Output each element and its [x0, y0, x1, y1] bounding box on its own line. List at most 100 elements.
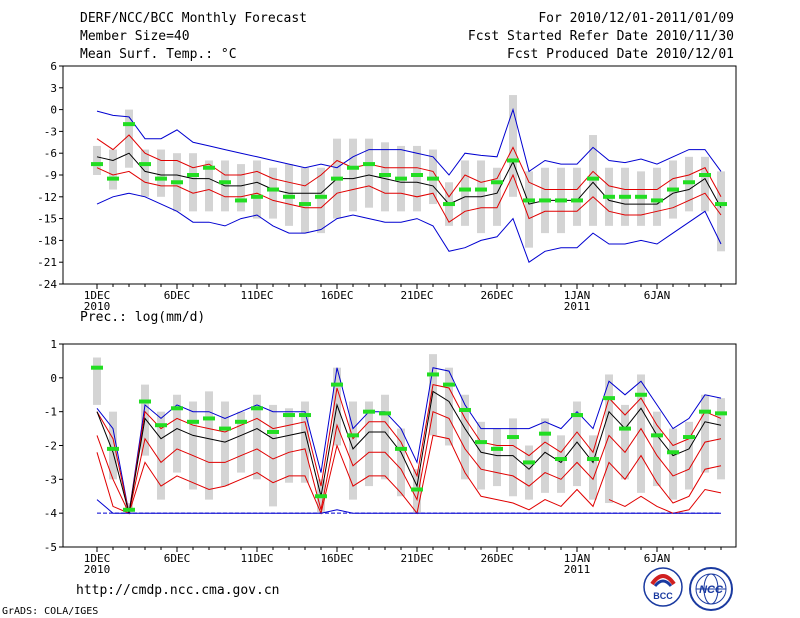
panel2-observed-marker	[459, 407, 471, 412]
panel2-lower-line	[96, 410, 722, 515]
panel1-x-tick-label: 6JAN	[644, 289, 671, 302]
panel1-y-tick-label: -21	[37, 256, 57, 269]
panel1-ensemble-box	[365, 138, 373, 208]
forecast-produced-date: Fcst Produced Date 2010/12/01	[507, 47, 734, 62]
panel2-observed-marker	[699, 409, 711, 414]
panel2-observed-marker	[507, 435, 519, 440]
panel2-x-tick-label: 16DEC	[320, 552, 353, 565]
panel2-observed-marker	[395, 446, 407, 451]
panel2-observed-marker	[235, 419, 247, 424]
panel2-observed-marker	[251, 406, 263, 411]
panel1-y-tick-label: -6	[44, 147, 57, 160]
chart-title: DERF/NCC/BCC Monthly Forecast	[80, 11, 307, 26]
panel2-ensemble-box	[541, 418, 549, 493]
precip-panel-label: Prec.: log(mm/d)	[80, 310, 206, 325]
panel2-observed-marker	[443, 382, 455, 387]
panel1-ensemble-box	[301, 167, 309, 234]
panel2-ensemble-box	[205, 391, 213, 500]
panel1-median-line	[96, 152, 722, 208]
panel2-observed-marker	[523, 460, 535, 465]
panel1-ensemble-box	[509, 95, 517, 197]
panel1-observed-marker	[715, 202, 727, 207]
panel2-ensemble-box	[477, 421, 485, 490]
panel1-observed-marker	[299, 202, 311, 207]
forecast-started-date: Fcst Started Refer Date 2010/11/30	[467, 29, 734, 44]
panel1-observed-marker	[395, 176, 407, 181]
bcc-logo-text: BCC	[653, 591, 673, 601]
panel1-observed-marker	[107, 176, 119, 181]
panel1-observed-marker	[235, 198, 247, 203]
panel1-x-tick-label: 1DEC	[84, 289, 111, 302]
panel2-x-tick-label: 2010	[84, 563, 111, 576]
panel1-observed-marker	[603, 194, 615, 199]
panel1-ensemble-box	[125, 109, 133, 168]
panel1-ensemble-box	[493, 167, 501, 226]
panel1-x-tick-label: 21DEC	[400, 289, 433, 302]
panel2-observed-marker	[347, 433, 359, 438]
panel1-observed-marker	[539, 198, 551, 203]
panel1-observed-marker	[363, 162, 375, 167]
panel1-observed-marker	[283, 194, 295, 199]
panel1-y-tick-label: 3	[50, 82, 57, 95]
panel1-observed-marker	[267, 187, 279, 192]
panel2-ensemble-box	[445, 367, 453, 446]
panel1-observed-marker	[555, 198, 567, 203]
panel2-ensemble-box	[93, 357, 101, 405]
panel2-observed-marker	[571, 413, 583, 418]
panel1-observed-marker	[427, 176, 439, 181]
panel2-observed-marker	[315, 494, 327, 499]
panel1-min-line	[96, 192, 722, 263]
panel1-y-tick-label: -24	[37, 278, 57, 291]
panel2-observed-marker	[155, 423, 167, 428]
panel2-observed-marker	[219, 426, 231, 431]
panel1-observed-marker	[587, 176, 599, 181]
panel2-y-tick-label: -3	[44, 473, 57, 486]
panel1-observed-marker	[155, 176, 167, 181]
panel1-ensemble-box	[349, 138, 357, 212]
panel1-x-tick-label: 26DEC	[480, 289, 513, 302]
panel1-x-tick-label: 11DEC	[240, 289, 273, 302]
panel2-y-tick-label: -1	[44, 406, 57, 419]
panel2-ensemble-box	[269, 404, 277, 507]
panel2-x-tick-label: 26DEC	[480, 552, 513, 565]
panel2-ensemble-box	[109, 411, 117, 480]
panel1-observed-marker	[251, 194, 263, 199]
panel2-observed-marker	[411, 487, 423, 492]
panel1-observed-marker	[443, 202, 455, 207]
panel2-x-tick-label: 11DEC	[240, 552, 273, 565]
panel2-observed-marker	[603, 396, 615, 401]
panel1-ensemble-box	[701, 156, 709, 212]
panel1-observed-marker	[187, 173, 199, 177]
panel1-ensemble-box	[525, 171, 533, 248]
panel1-observed-marker	[635, 194, 647, 199]
panel1-observed-marker	[475, 187, 487, 192]
panel2-y-tick-label: -5	[44, 541, 57, 554]
panel2-observed-marker	[651, 433, 663, 438]
panel2-observed-marker	[555, 457, 567, 462]
source-url[interactable]: http://cmdp.ncc.cma.gov.cn	[76, 583, 280, 598]
panel2-ensemble-box	[285, 408, 293, 483]
panel1-y-tick-label: -3	[44, 125, 57, 138]
panel2-ensemble-box	[557, 435, 565, 493]
panel1-ensemble-box	[653, 167, 661, 226]
panel2-observed-marker	[363, 409, 375, 414]
panel2-observed-marker	[283, 413, 295, 418]
panel2-ensemble-box	[397, 428, 405, 497]
panel2-observed-marker	[267, 429, 279, 434]
panel1-ensemble-box	[189, 153, 197, 212]
panel2-x-tick-label: 1JAN	[564, 552, 591, 565]
panel1-observed-marker	[203, 165, 215, 170]
panel2-x-tick-label: 6DEC	[164, 552, 191, 565]
panel1-observed-marker	[523, 198, 535, 203]
panel1-observed-marker	[699, 173, 711, 177]
panel2-observed-marker	[667, 450, 679, 455]
panel2-ensemble-box	[189, 401, 197, 490]
panel1-x-tick-label: 16DEC	[320, 289, 353, 302]
panel1-observed-marker	[571, 198, 583, 203]
panel1-x-tick-label: 6DEC	[164, 289, 191, 302]
panel2-x-tick-label: 1DEC	[84, 552, 111, 565]
panel2-observed-marker	[491, 446, 503, 451]
panel2-ensemble-box	[493, 428, 501, 487]
panel2-ensemble-box	[605, 374, 613, 504]
panel2-x-tick-label: 6JAN	[644, 552, 671, 565]
